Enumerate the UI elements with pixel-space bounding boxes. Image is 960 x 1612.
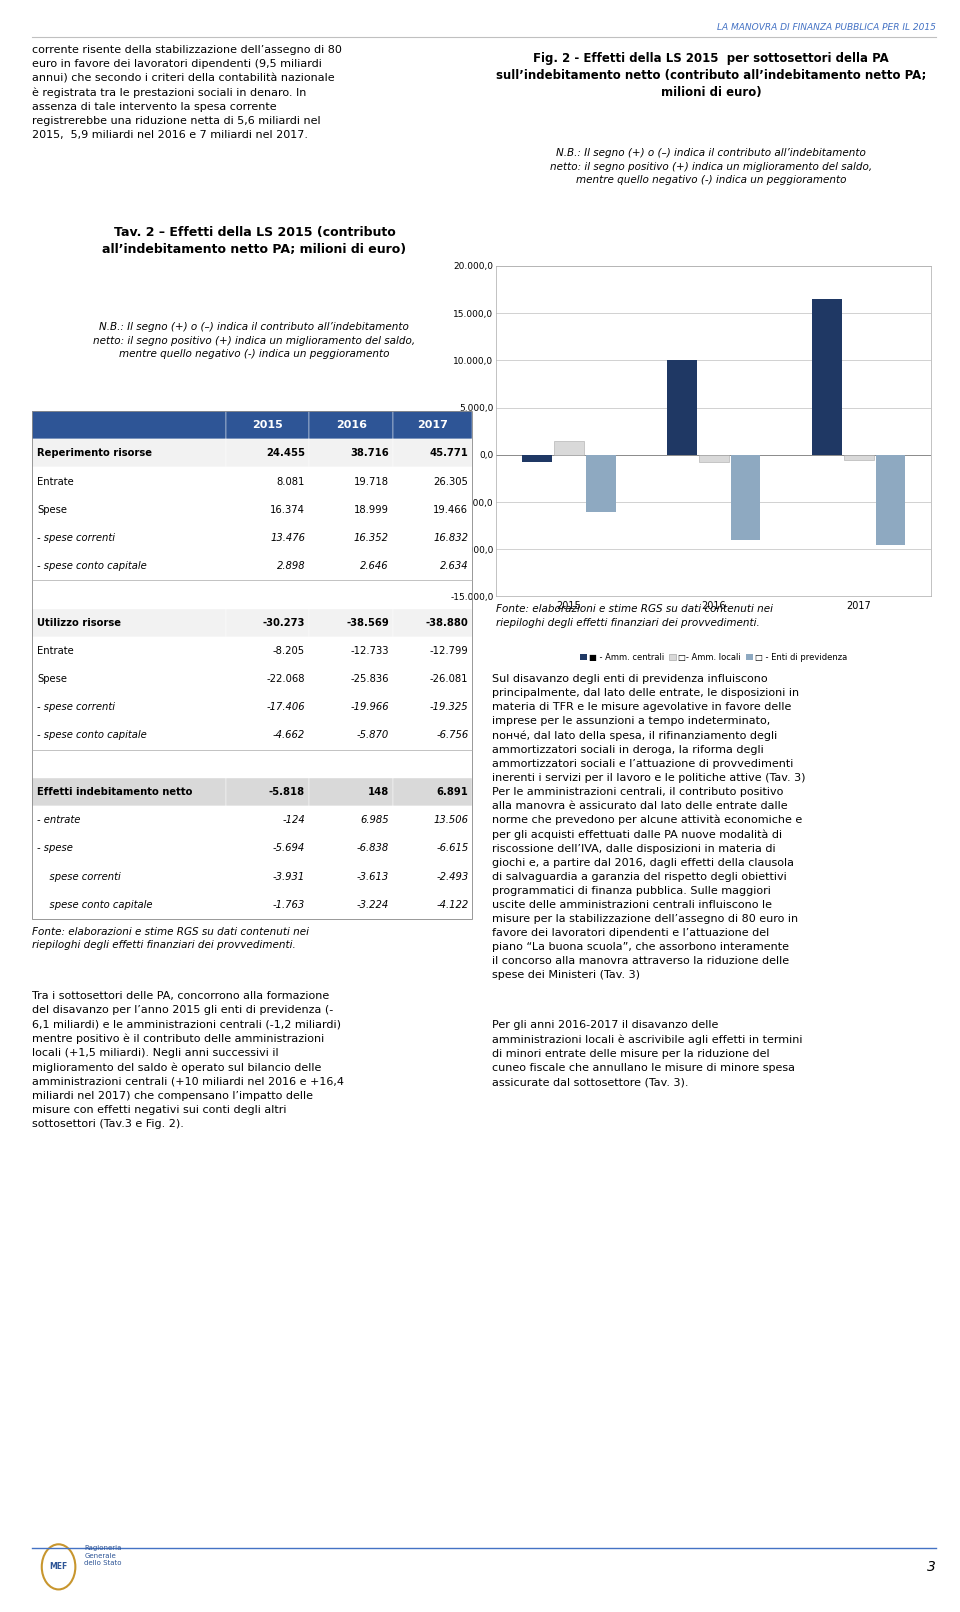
Text: N.B.: Il segno (+) o (–) indica il contributo all’indebitamento
netto: il segno : N.B.: Il segno (+) o (–) indica il contr… — [550, 148, 873, 185]
Text: 6.985: 6.985 — [360, 816, 389, 825]
Text: LA MANOVRA DI FINANZA PUBBLICA PER IL 2015: LA MANOVRA DI FINANZA PUBBLICA PER IL 20… — [717, 23, 936, 32]
Text: 26.305: 26.305 — [434, 477, 468, 487]
Text: Utilizzo risorse: Utilizzo risorse — [37, 617, 122, 627]
Text: Per gli anni 2016-2017 il disavanzo delle
amministrazioni locali è ascrivibile a: Per gli anni 2016-2017 il disavanzo dell… — [492, 1020, 802, 1086]
Text: 13.476: 13.476 — [270, 534, 305, 543]
Text: spese conto capitale: spese conto capitale — [37, 899, 153, 909]
Text: -5.870: -5.870 — [356, 730, 389, 740]
Text: - entrate: - entrate — [37, 816, 81, 825]
Text: 18.999: 18.999 — [354, 505, 389, 514]
Text: 3: 3 — [927, 1560, 936, 1573]
Text: -38.880: -38.880 — [425, 617, 468, 627]
Text: -25.836: -25.836 — [350, 674, 389, 683]
Bar — [667, 361, 697, 455]
Text: -19.325: -19.325 — [430, 703, 468, 713]
Text: 19.466: 19.466 — [433, 505, 468, 514]
Text: Tav. 2 – Effetti della LS 2015 (contributo
all’indebitamento netto PA; milioni d: Tav. 2 – Effetti della LS 2015 (contribu… — [103, 226, 406, 256]
Text: Entrate: Entrate — [37, 477, 74, 487]
Text: -26.081: -26.081 — [430, 674, 468, 683]
Text: - spese correnti: - spese correnti — [37, 703, 115, 713]
Bar — [699, 455, 729, 463]
Text: -19.966: -19.966 — [350, 703, 389, 713]
Text: - spese: - spese — [37, 843, 73, 853]
Text: -3.931: -3.931 — [273, 872, 305, 882]
Text: N.B.: Il segno (+) o (–) indica il contributo all’indebitamento
netto: il segno : N.B.: Il segno (+) o (–) indica il contr… — [93, 322, 416, 359]
Text: Tra i sottosettori delle PA, concorrono alla formazione
del disavanzo per l’anno: Tra i sottosettori delle PA, concorrono … — [32, 991, 344, 1128]
Text: -5.818: -5.818 — [269, 787, 305, 796]
Text: - spese correnti: - spese correnti — [37, 534, 115, 543]
Text: Effetti indebitamento netto: Effetti indebitamento netto — [37, 787, 193, 796]
Text: -6.756: -6.756 — [436, 730, 468, 740]
Text: 45.771: 45.771 — [429, 448, 468, 458]
Text: -124: -124 — [282, 816, 305, 825]
Text: 148: 148 — [368, 787, 389, 796]
Text: Entrate: Entrate — [37, 646, 74, 656]
Text: Sul disavanzo degli enti di previdenza influiscono
principalmente, dal lato dell: Sul disavanzo degli enti di previdenza i… — [492, 674, 805, 980]
Text: 16.352: 16.352 — [354, 534, 389, 543]
Text: 19.718: 19.718 — [354, 477, 389, 487]
Text: -38.569: -38.569 — [346, 617, 389, 627]
Text: 38.716: 38.716 — [350, 448, 389, 458]
Text: 8.081: 8.081 — [276, 477, 305, 487]
Bar — [876, 455, 905, 545]
Bar — [731, 455, 760, 540]
Bar — [586, 455, 615, 513]
Text: 6.891: 6.891 — [437, 787, 468, 796]
Text: spese correnti: spese correnti — [37, 872, 121, 882]
Text: 2016: 2016 — [336, 421, 367, 430]
Text: Ragioneria
Generale
dello Stato: Ragioneria Generale dello Stato — [84, 1544, 122, 1567]
Text: 2.646: 2.646 — [360, 561, 389, 571]
Legend: ■ - Amm. centrali, □- Amm. locali, □ - Enti di previdenza: ■ - Amm. centrali, □- Amm. locali, □ - E… — [577, 650, 851, 666]
Text: Fig. 2 - Effetti della LS 2015  per sottosettori della PA
sull’indebitamento net: Fig. 2 - Effetti della LS 2015 per sotto… — [496, 52, 926, 98]
Text: - spese conto capitale: - spese conto capitale — [37, 561, 147, 571]
Bar — [844, 455, 874, 459]
Text: -5.694: -5.694 — [273, 843, 305, 853]
Text: -3.224: -3.224 — [356, 899, 389, 909]
Text: -6.838: -6.838 — [356, 843, 389, 853]
Text: -30.273: -30.273 — [263, 617, 305, 627]
Text: corrente risente della stabilizzazione dell’assegno di 80
euro in favore dei lav: corrente risente della stabilizzazione d… — [32, 45, 342, 140]
Bar — [812, 300, 842, 455]
Text: -2.493: -2.493 — [436, 872, 468, 882]
Text: -3.613: -3.613 — [356, 872, 389, 882]
Text: - spese conto capitale: - spese conto capitale — [37, 730, 147, 740]
Text: 13.506: 13.506 — [433, 816, 468, 825]
Text: MEF: MEF — [49, 1562, 68, 1572]
Text: 2.634: 2.634 — [440, 561, 468, 571]
Text: -12.733: -12.733 — [350, 646, 389, 656]
Text: 16.832: 16.832 — [433, 534, 468, 543]
Text: -8.205: -8.205 — [273, 646, 305, 656]
Text: Reperimento risorse: Reperimento risorse — [37, 448, 153, 458]
Text: -6.615: -6.615 — [436, 843, 468, 853]
Text: 24.455: 24.455 — [266, 448, 305, 458]
Text: Spese: Spese — [37, 674, 67, 683]
Text: Fonte: elaborazioni e stime RGS su dati contenuti nei
riepiloghi degli effetti f: Fonte: elaborazioni e stime RGS su dati … — [496, 604, 774, 627]
Text: -22.068: -22.068 — [267, 674, 305, 683]
Text: 2017: 2017 — [418, 421, 448, 430]
Text: Fonte: elaborazioni e stime RGS su dati contenuti nei
riepiloghi degli effetti f: Fonte: elaborazioni e stime RGS su dati … — [32, 927, 309, 949]
Bar — [554, 440, 584, 455]
Text: 16.374: 16.374 — [270, 505, 305, 514]
Text: -4.662: -4.662 — [273, 730, 305, 740]
Text: -17.406: -17.406 — [267, 703, 305, 713]
Text: 2015: 2015 — [252, 421, 283, 430]
Text: 2.898: 2.898 — [276, 561, 305, 571]
Text: Spese: Spese — [37, 505, 67, 514]
Text: -12.799: -12.799 — [430, 646, 468, 656]
Text: -4.122: -4.122 — [436, 899, 468, 909]
Bar — [522, 455, 552, 463]
Text: -1.763: -1.763 — [273, 899, 305, 909]
